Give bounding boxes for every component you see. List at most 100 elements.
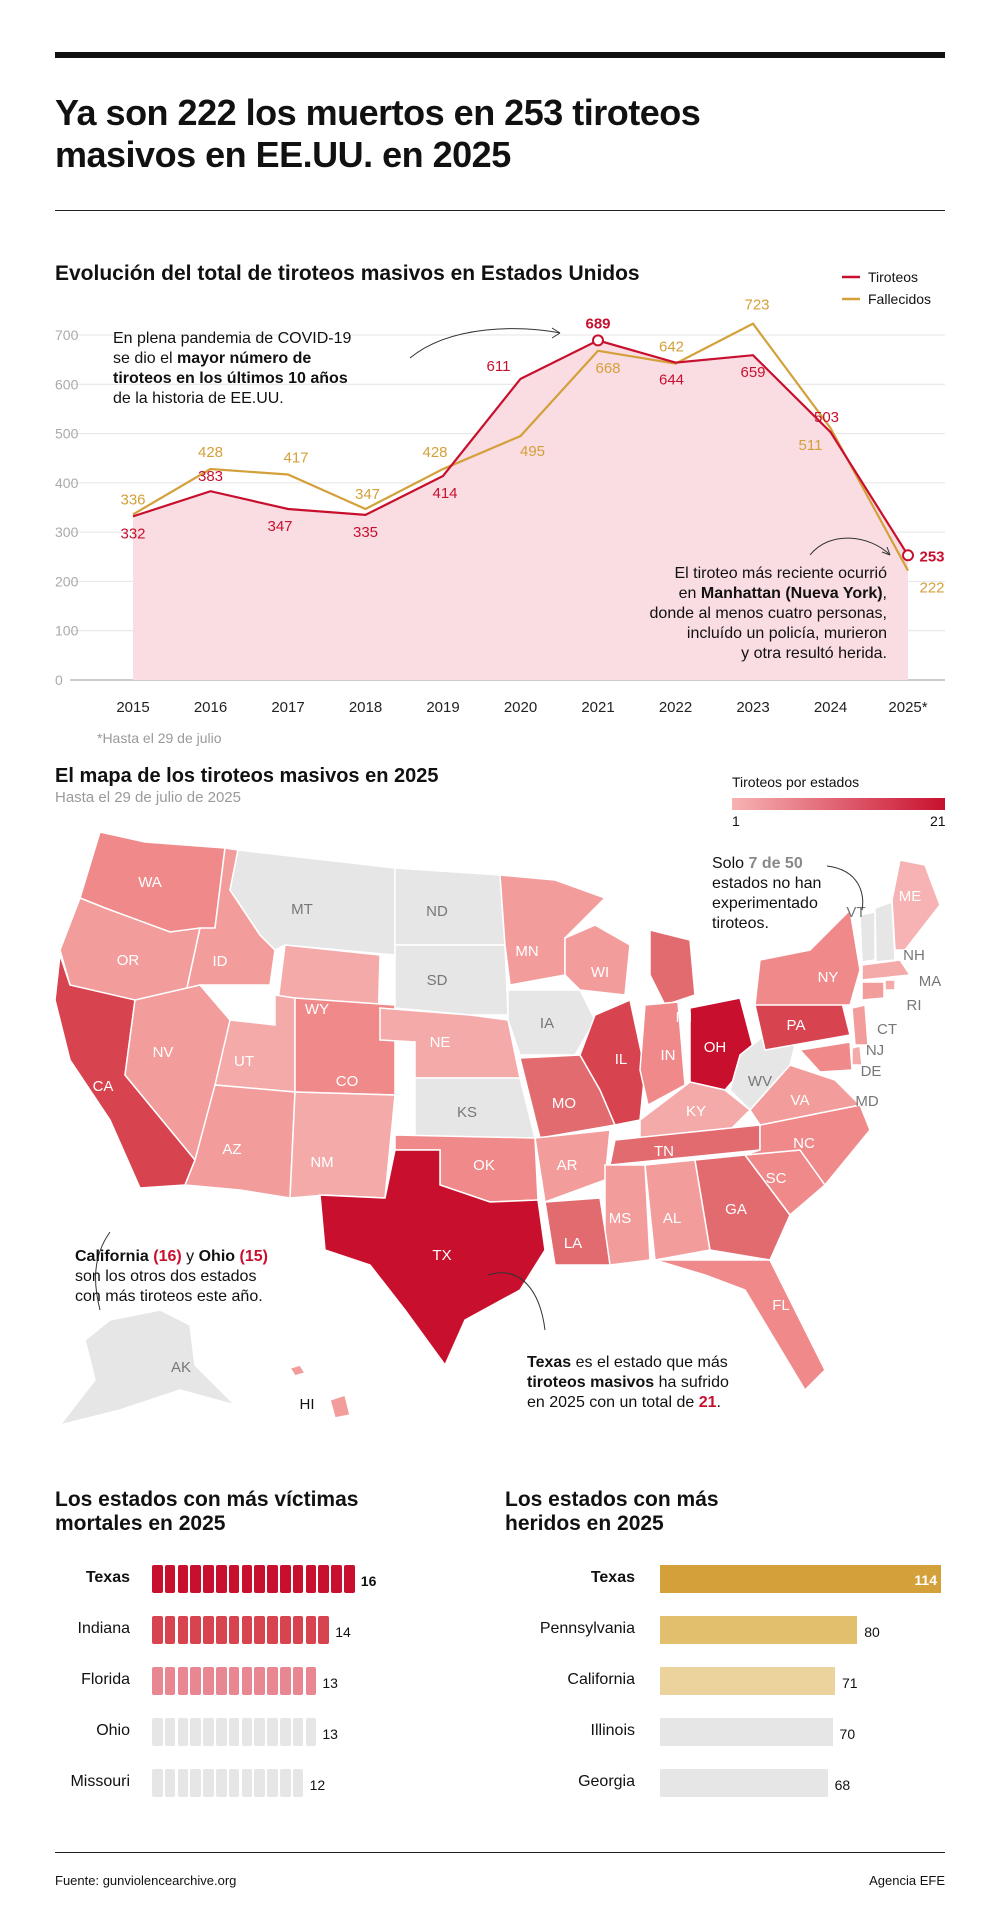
label-fallecidos-2020: 495: [520, 443, 545, 460]
legend-label-fallecidos: Fallecidos: [868, 291, 931, 307]
map-subtitle: Hasta el 29 de julio de 2025: [55, 789, 241, 806]
annot-manhattan-line3: donde al menos cuatro personas,: [650, 605, 887, 622]
map-label-WI: WI: [591, 964, 609, 981]
state-GA: [694, 1154, 791, 1261]
deaths-bar-chart: Texas 16 Indiana 14 Florida 13 Ohio 13 Missouri 1…: [0, 1565, 497, 1825]
deaths-bar-segment: [241, 1565, 253, 1593]
deaths-bar-segment: [241, 1718, 253, 1746]
state-IL: [579, 998, 646, 1126]
deaths-value-Texas: 16: [360, 1573, 377, 1589]
deaths-bar-segment: [152, 1616, 163, 1644]
injured-bar-California: [660, 1667, 835, 1695]
deaths-bar-segment: [152, 1769, 163, 1797]
deaths-bar-segment: [241, 1667, 253, 1695]
map-label-SD: SD: [427, 972, 448, 989]
top-rule: [55, 52, 945, 58]
injured-bar-Georgia: [660, 1769, 828, 1797]
map-label-AZ: AZ: [222, 1141, 241, 1158]
state-VT: [859, 911, 876, 963]
state-DE: [851, 1045, 863, 1066]
x-tick-2023: 2023: [736, 699, 769, 716]
deaths-value-Ohio: 13: [322, 1726, 338, 1742]
arrow-california: [95, 1231, 111, 1311]
map-label-PA: PA: [787, 1017, 806, 1034]
map-label-TX: TX: [432, 1247, 451, 1264]
map-label-MA: MA: [919, 973, 942, 990]
label-tiroteos-2023: 659: [740, 364, 765, 381]
x-tick-2018: 2018: [349, 699, 382, 716]
deaths-bar-segment: [190, 1667, 202, 1695]
annot-manhattan-l2-part1: Manhattan (Nueva York): [701, 585, 883, 602]
state-NM: [289, 1091, 396, 1199]
state-WI: [564, 924, 631, 996]
label-fallecidos-2025*: 222: [919, 580, 944, 597]
deaths-bar-segment: [331, 1565, 342, 1593]
x-tick-2021: 2021: [581, 699, 614, 716]
point-tiroteos-2021: [592, 334, 604, 347]
y-tick-500: 500: [55, 426, 79, 442]
deaths-bar-segment: [344, 1565, 355, 1593]
deaths-bar-segment: [292, 1718, 304, 1746]
annot-covid-l2b: mayor número de: [177, 350, 311, 367]
deaths-bar-segment: [216, 1616, 227, 1644]
map-label-TN: TN: [654, 1143, 674, 1160]
deaths-bar-segment: [292, 1565, 304, 1593]
map-legend-title: Tiroteos por estados: [732, 774, 860, 790]
deaths-bar-segment: [177, 1769, 189, 1797]
map-label-NM: NM: [310, 1154, 333, 1171]
deaths-bar-segment: [203, 1718, 214, 1746]
annot-manhattan-line4: incluído un policía, murieron: [687, 625, 887, 642]
map-label-NJ: NJ: [866, 1042, 884, 1059]
map-label-CT: CT: [877, 1021, 897, 1038]
injured-value-California: 71: [842, 1675, 858, 1691]
state-FL: [654, 1259, 826, 1392]
map-label-ID: ID: [213, 953, 228, 970]
deaths-bar-segment: [203, 1769, 214, 1797]
map-label-WV: WV: [748, 1073, 772, 1090]
deaths-bar-segment: [152, 1718, 163, 1746]
y-tick-100: 100: [55, 623, 79, 639]
arrow-covid-head: [551, 327, 561, 339]
map-label-MO: MO: [552, 1095, 576, 1112]
us-map: WA OR CA ID NV MT WY UT AZ CO NM ND SD N…: [54, 831, 942, 1427]
map-label-IN: IN: [661, 1047, 676, 1064]
deaths-bar-segment: [164, 1769, 176, 1797]
deaths-bar-segment: [254, 1565, 266, 1593]
arrow-texas: [487, 1272, 546, 1331]
deaths-label-Indiana: Indiana: [77, 1620, 131, 1637]
map-label-VT: VT: [846, 904, 865, 921]
deaths-bar-segment: [164, 1565, 176, 1593]
deaths-bar-segment: [164, 1718, 176, 1746]
deaths-bar-segment: [216, 1718, 227, 1746]
injured-label-California: California: [567, 1671, 635, 1688]
map-label-VA: VA: [791, 1092, 810, 1109]
map-label-MS: MS: [609, 1210, 632, 1227]
deaths-bar-segment: [267, 1616, 278, 1644]
injured-label-Georgia: Georgia: [578, 1773, 635, 1790]
annot-manhattan-line2: en Manhattan (Nueva York),: [679, 585, 887, 602]
map-label-RI: RI: [907, 997, 922, 1014]
label-fallecidos-2017: 417: [283, 449, 308, 466]
x-tick-2019: 2019: [426, 699, 459, 716]
map-label-DE: DE: [861, 1063, 882, 1080]
label-tiroteos-2021: 689: [585, 315, 610, 332]
deaths-bar-segment: [292, 1667, 304, 1695]
map-label-WY: WY: [305, 1001, 329, 1018]
state-MS: [604, 1164, 651, 1266]
x-tick-2015: 2015: [116, 699, 149, 716]
state-ME: [891, 859, 941, 951]
y-tick-300: 300: [55, 524, 79, 540]
x-tick-2025*: 2025*: [888, 699, 927, 716]
label-fallecidos-2022: 642: [659, 339, 684, 356]
deaths-bar-segment: [280, 1616, 291, 1644]
injured-bar-Texas: [660, 1565, 941, 1593]
map-label-GA: GA: [725, 1201, 747, 1218]
arrow-manhattan: [809, 537, 891, 556]
map-label-IL: IL: [615, 1051, 628, 1068]
map-label-ME: ME: [899, 888, 922, 905]
map-label-NV: NV: [153, 1044, 174, 1061]
x-tick-2020: 2020: [504, 699, 537, 716]
annot-manhattan-l2-part2: ,: [883, 585, 887, 602]
deaths-bar-segment: [305, 1667, 317, 1695]
deaths-bar-segment: [228, 1667, 240, 1695]
